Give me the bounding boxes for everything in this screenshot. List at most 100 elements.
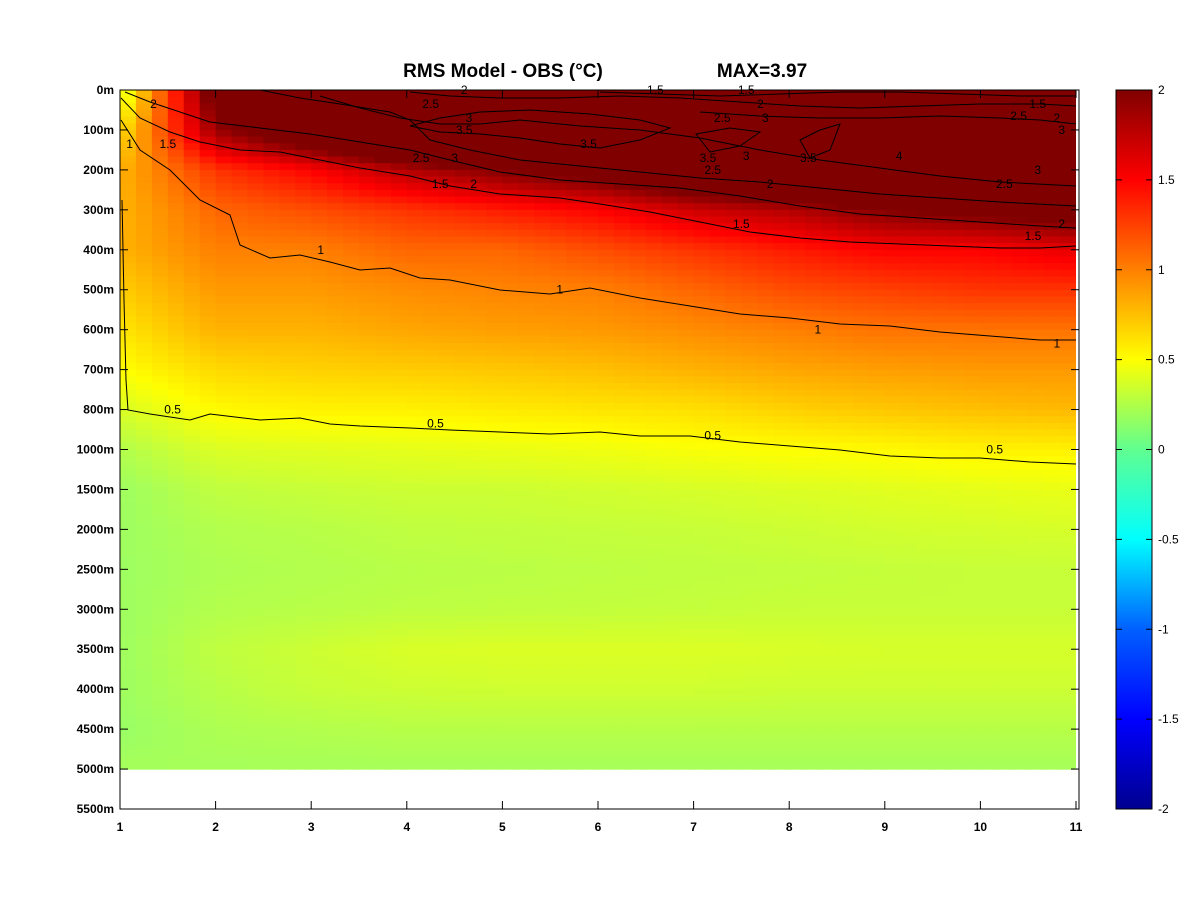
heatmap-cell xyxy=(645,489,663,497)
heatmap-cell xyxy=(725,429,742,437)
heatmap-cell xyxy=(661,589,679,597)
heatmap-cell xyxy=(1044,189,1061,198)
heatmap-cell xyxy=(757,529,774,537)
heatmap-cell xyxy=(343,309,360,317)
heatmap-cell xyxy=(741,589,758,597)
heatmap-cell xyxy=(199,209,217,218)
heatmap-cell xyxy=(120,416,137,424)
heatmap-cell xyxy=(199,376,217,384)
heatmap-cell xyxy=(677,90,695,98)
heatmap-cell xyxy=(550,123,567,131)
heatmap-cell xyxy=(884,96,902,104)
heatmap-cell xyxy=(151,196,169,204)
heatmap-cell xyxy=(151,456,169,464)
heatmap-cell xyxy=(454,223,472,231)
heatmap-cell xyxy=(359,296,376,304)
heatmap-cell xyxy=(1044,309,1061,317)
heatmap-cell xyxy=(359,402,376,411)
heatmap-cell xyxy=(773,189,790,198)
heatmap-cell xyxy=(327,422,344,431)
heatmap-cell xyxy=(135,143,153,151)
heatmap-cell xyxy=(789,615,806,624)
heatmap-cell xyxy=(645,436,663,444)
heatmap-cell xyxy=(693,123,711,131)
heatmap-cell xyxy=(390,536,408,544)
heatmap-cell xyxy=(183,263,201,271)
heatmap-cell xyxy=(454,349,472,357)
heatmap-cell xyxy=(1044,422,1061,431)
heatmap-cell xyxy=(1028,489,1045,497)
heatmap-cell xyxy=(151,595,169,604)
heatmap-cell xyxy=(996,263,1013,271)
heatmap-cell xyxy=(327,149,344,158)
heatmap-cell xyxy=(327,263,344,271)
heatmap-cell xyxy=(725,516,742,524)
heatmap-cell xyxy=(598,542,615,550)
heatmap-cell xyxy=(295,276,312,284)
heatmap-cell xyxy=(932,602,950,610)
heatmap-cell xyxy=(1028,369,1045,377)
heatmap-cell xyxy=(821,516,838,524)
heatmap-cell xyxy=(486,635,503,644)
heatmap-cell xyxy=(916,176,934,184)
heatmap-cell xyxy=(821,362,838,371)
heatmap-cell xyxy=(279,476,296,484)
heatmap-cell xyxy=(980,283,997,291)
heatmap-cell xyxy=(661,176,679,184)
heatmap-cell xyxy=(645,542,663,550)
heatmap-cell xyxy=(821,289,838,297)
heatmap-cell xyxy=(980,562,997,570)
heatmap-cell xyxy=(709,236,727,244)
heatmap-cell xyxy=(805,303,822,311)
heatmap-cell xyxy=(884,409,902,417)
heatmap-cell xyxy=(359,209,376,218)
heatmap-cell xyxy=(343,196,360,204)
heatmap-cell xyxy=(661,329,679,337)
heatmap-cell xyxy=(359,129,376,138)
heatmap-cell xyxy=(852,489,870,497)
heatmap-cell xyxy=(390,309,408,317)
heatmap-cell xyxy=(151,509,169,517)
heatmap-cell xyxy=(1044,256,1061,264)
heatmap-cell xyxy=(645,249,663,258)
heatmap-cell xyxy=(725,243,742,251)
heatmap-cell xyxy=(486,442,503,451)
heatmap-cell xyxy=(916,276,934,284)
heatmap-cell xyxy=(502,569,519,577)
heatmap-cell xyxy=(454,489,472,497)
heatmap-cell xyxy=(550,283,567,291)
heatmap-cell xyxy=(677,116,695,124)
heatmap-cell xyxy=(980,163,997,171)
heatmap-cell xyxy=(852,216,870,224)
heatmap-cell xyxy=(167,116,185,124)
heatmap-cell xyxy=(359,516,376,524)
heatmap-cell xyxy=(343,635,360,644)
heatmap-cell xyxy=(534,629,551,637)
heatmap-cell xyxy=(693,589,711,597)
heatmap-cell xyxy=(741,90,758,98)
heatmap-cell xyxy=(916,396,934,404)
heatmap-cell xyxy=(151,183,169,191)
heatmap-cell xyxy=(295,449,312,457)
heatmap-cell xyxy=(598,602,615,610)
heatmap-cell xyxy=(948,109,966,118)
heatmap-cell xyxy=(789,635,806,644)
heatmap-cell xyxy=(151,236,169,244)
heatmap-cell xyxy=(693,502,711,511)
heatmap-cell xyxy=(550,456,567,464)
heatmap-cell xyxy=(980,556,997,564)
heatmap-cell xyxy=(613,236,631,244)
heatmap-cell xyxy=(1044,103,1061,111)
heatmap-cell xyxy=(231,642,249,650)
heatmap-cell xyxy=(948,296,966,304)
heatmap-cell xyxy=(263,489,280,497)
heatmap-cell xyxy=(773,136,790,144)
heatmap-cell xyxy=(645,269,663,278)
heatmap-cell xyxy=(343,422,360,431)
heatmap-cell xyxy=(199,349,217,357)
heatmap-cell xyxy=(852,283,870,291)
heatmap-cell xyxy=(151,582,169,590)
heatmap-cell xyxy=(215,296,233,304)
heatmap-cell xyxy=(454,622,472,630)
heatmap-cell xyxy=(183,196,201,204)
